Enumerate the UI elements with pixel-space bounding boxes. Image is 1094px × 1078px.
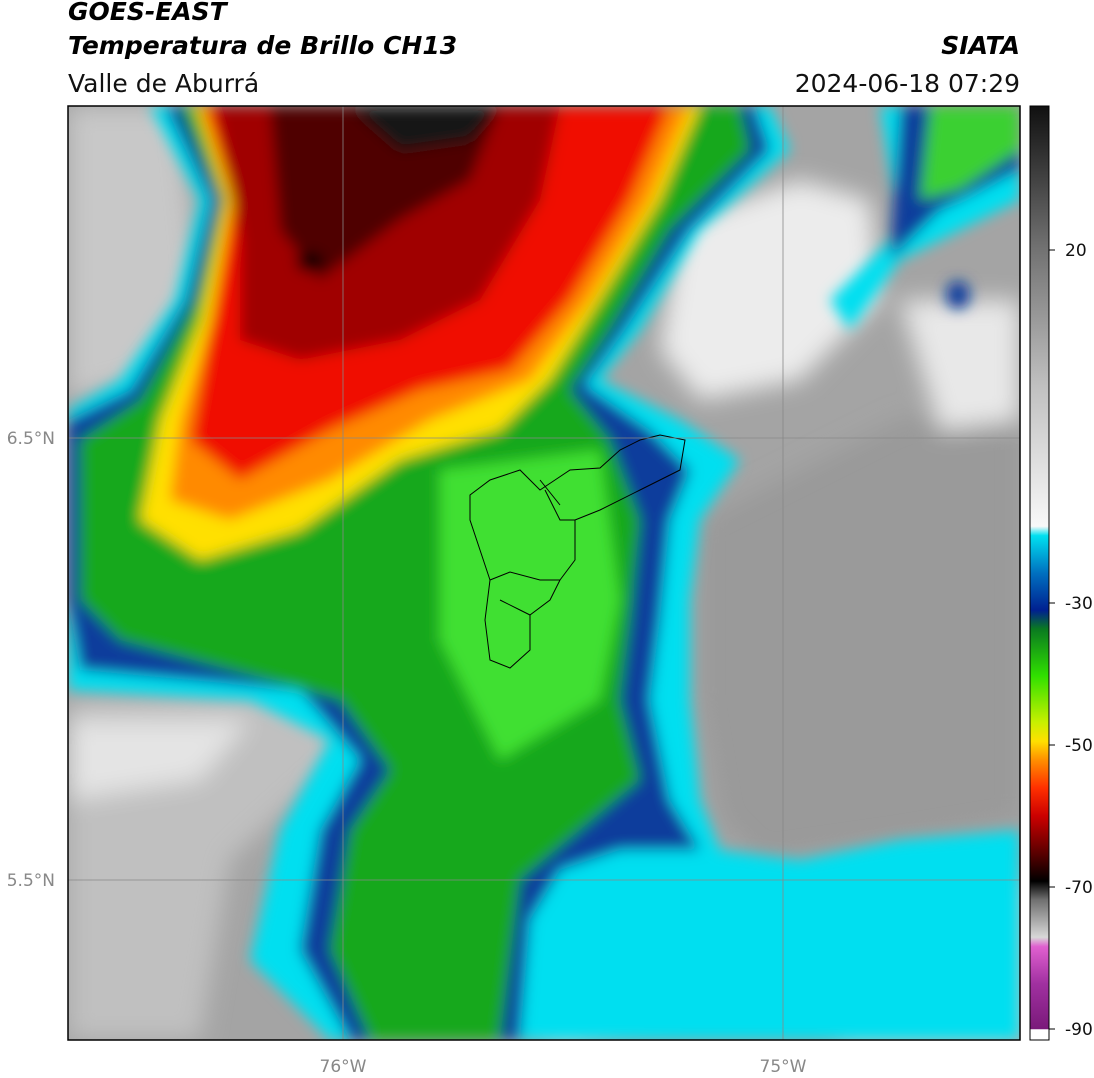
colorbar-tick-label: -70 [1065, 878, 1093, 898]
lon-label: 76°W [320, 1057, 367, 1077]
source: SIATA [941, 31, 1020, 60]
title-line1: GOES-EAST [68, 0, 229, 26]
map-frame [67, 105, 1021, 1041]
colorbar-tick-label: -90 [1065, 1020, 1093, 1040]
colorbar-ticks: 20 -30 -50 -70 -90 [1049, 241, 1093, 1040]
lat-label: 6.5°N [7, 429, 55, 449]
colorbar-tick-label: -50 [1065, 736, 1093, 756]
colorbar-tick-label: 20 [1065, 241, 1087, 261]
lon-label: 75°W [760, 1057, 807, 1077]
colorbar [1029, 105, 1050, 1041]
colorbar-tick-label: -30 [1065, 594, 1093, 614]
municipality-outlines [469, 434, 686, 669]
timestamp: 2024-06-18 07:29 [795, 69, 1020, 98]
satellite-image [68, 106, 1020, 1040]
region: Valle de Aburrá [68, 69, 259, 98]
lat-label: 5.5°N [7, 871, 55, 891]
title-line2: Temperatura de Brillo CH13 [68, 31, 457, 60]
